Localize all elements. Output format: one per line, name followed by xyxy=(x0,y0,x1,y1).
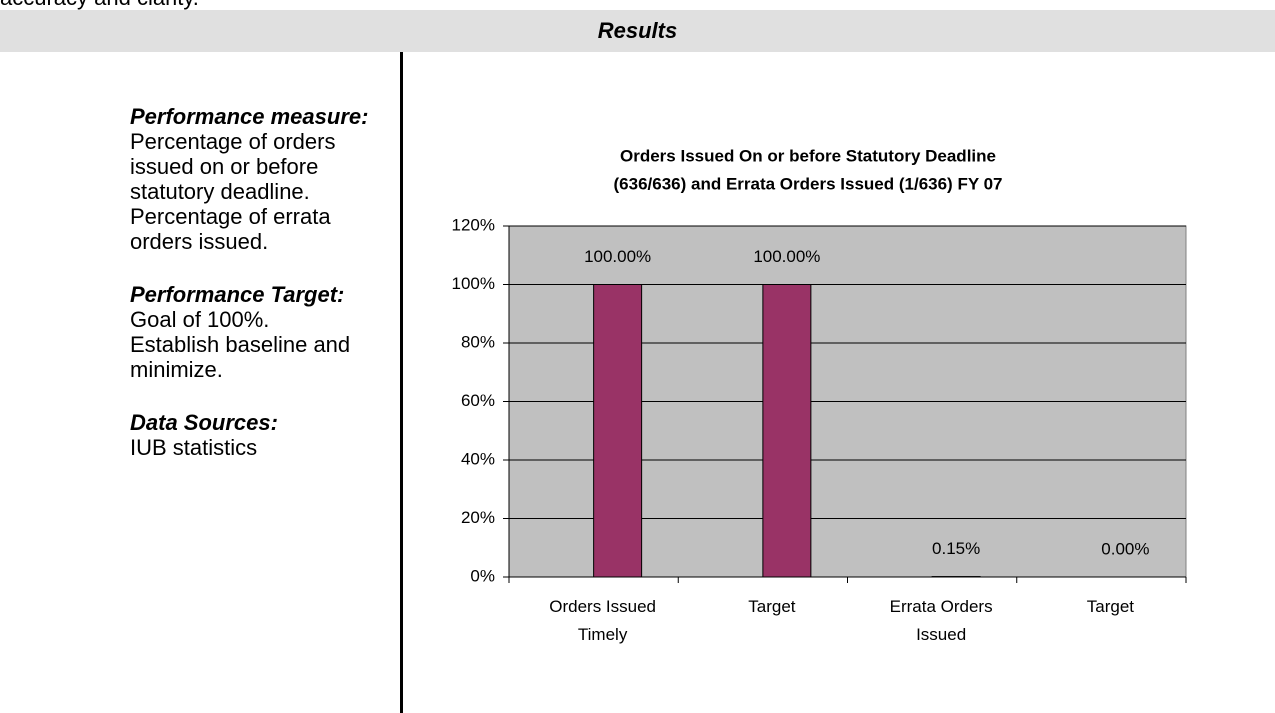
section: Performance Target: Goal of 100%. Establis… xyxy=(130,282,395,382)
chart-title: (636/636) and Errata Orders Issued (1/63… xyxy=(614,174,1003,193)
section-text: IUB statistics xyxy=(130,435,258,460)
header-title: Results xyxy=(597,18,678,43)
value-label: 0.00% xyxy=(1101,539,1149,558)
y-tick-label: 120% xyxy=(452,215,495,234)
top-text: accuracy and clarity. xyxy=(0,0,199,10)
x-tick-label: Orders Issued Timely xyxy=(549,597,656,644)
y-tick-label: 60% xyxy=(461,391,495,410)
bar xyxy=(593,284,643,578)
bar xyxy=(762,284,812,578)
left-column: Performance measure: Percentage of orders… xyxy=(130,104,395,488)
section-text: Percentage of errata orders issued. xyxy=(130,204,331,254)
x-tick-label: Target xyxy=(748,597,796,616)
x-tick-label: Errata Orders Issued xyxy=(889,597,993,644)
y-tick-label: 20% xyxy=(461,508,495,527)
value-label: 100.00% xyxy=(584,247,651,266)
y-tick-label: 80% xyxy=(461,332,495,351)
section-heading: Performance measure: xyxy=(130,104,369,129)
y-tick-label: 0% xyxy=(470,566,495,585)
y-tick-label: 40% xyxy=(461,449,495,468)
value-label: 0.15% xyxy=(932,539,980,558)
section-heading: Data Sources: xyxy=(130,410,278,435)
section: Data Sources: IUB statistics xyxy=(130,410,395,460)
section-heading: Performance Target: xyxy=(130,282,345,307)
chart-title: Orders Issued On or before Statutory Dea… xyxy=(620,146,996,165)
x-tick-label: Target xyxy=(1086,597,1134,616)
divider xyxy=(400,52,403,713)
header-band xyxy=(0,10,1275,52)
y-tick-label: 100% xyxy=(452,274,495,293)
section-text: Goal of 100%. xyxy=(130,307,270,332)
section-text: Percentage of orders issued on or before… xyxy=(130,129,336,204)
value-label: 100.00% xyxy=(753,247,820,266)
section-text: Establish baseline and minimize. xyxy=(130,332,351,382)
section: Performance measure: Percentage of orders… xyxy=(130,104,395,254)
